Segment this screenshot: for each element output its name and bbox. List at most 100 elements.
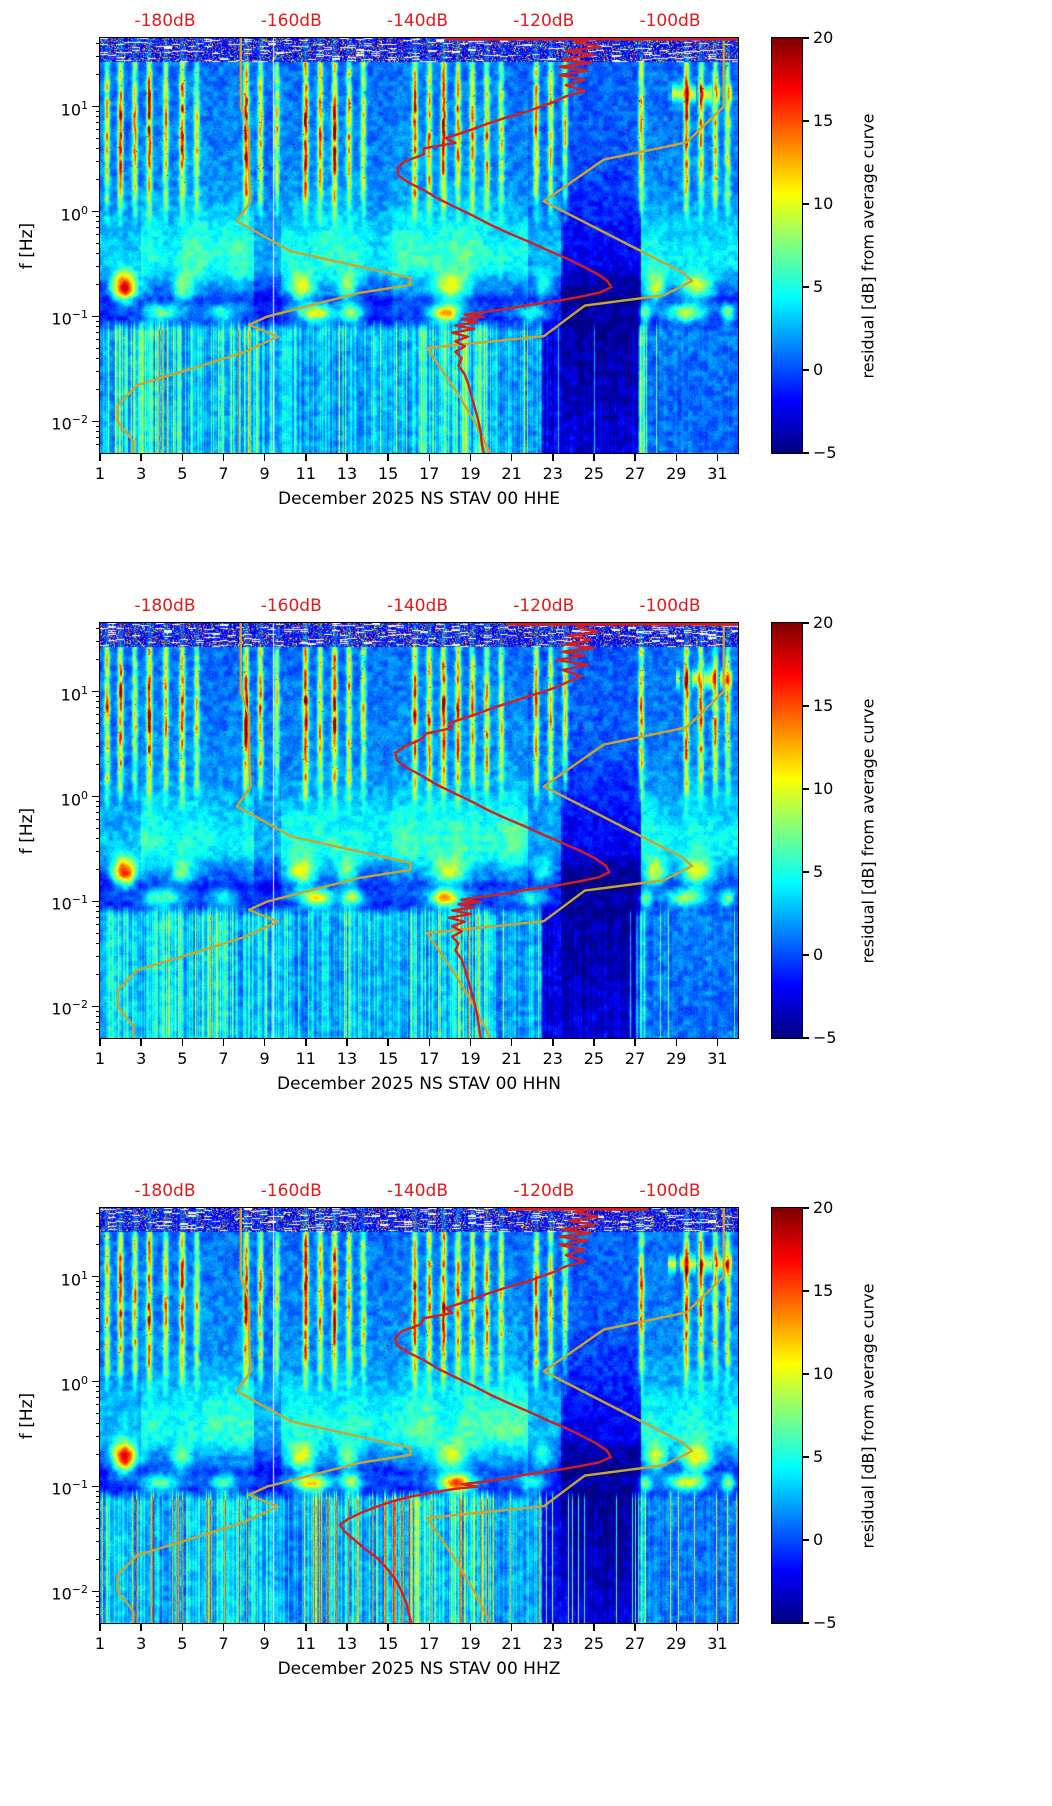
- y-minor-tick-mark: [96, 707, 100, 709]
- x-tick-mark: [469, 1624, 472, 1631]
- y-minor-tick-mark: [96, 701, 100, 703]
- colorbar-tick-mark: [803, 1373, 809, 1375]
- x-tick-label: 1: [94, 464, 106, 483]
- y-minor-tick-mark: [96, 1397, 100, 1399]
- y-minor-tick-mark: [96, 911, 100, 913]
- colorbar-gradient: [772, 1208, 802, 1623]
- x-tick-label: 7: [218, 464, 229, 483]
- top-db-tick-label: -160dB: [260, 11, 322, 31]
- y-minor-tick-mark: [96, 252, 100, 254]
- y-minor-tick-mark: [96, 1391, 100, 1393]
- y-minor-tick-mark: [96, 1607, 100, 1609]
- x-tick-label: 21: [501, 464, 522, 483]
- y-minor-tick-mark: [96, 812, 100, 814]
- x-tick-mark: [593, 1039, 595, 1046]
- y-tick-mark: [92, 105, 100, 108]
- x-tick-label: 7: [218, 1634, 229, 1653]
- y-minor-tick-mark: [96, 1540, 100, 1542]
- y-minor-tick-mark: [96, 326, 100, 328]
- y-minor-tick-mark: [96, 942, 100, 944]
- top-db-tick-label: -140dB: [386, 1181, 449, 1201]
- x-tick-label: 13: [336, 464, 358, 483]
- top-db-tick-label: -100dB: [639, 596, 701, 616]
- x-tick-mark: [716, 1039, 719, 1046]
- y-minor-tick-mark: [96, 234, 100, 236]
- x-axis-label: December 2025 NS STAV 00 HHE: [278, 489, 560, 509]
- x-tick-label: 9: [259, 464, 270, 483]
- y-minor-tick-mark: [96, 1559, 100, 1561]
- y-minor-tick-mark: [96, 1509, 100, 1511]
- colorbar-tick-label: 15: [813, 1281, 834, 1300]
- x-tick-label: 23: [542, 464, 563, 483]
- top-db-tick-label: -140dB: [386, 596, 449, 616]
- x-tick-label: 5: [177, 1049, 188, 1068]
- y-minor-tick-mark: [96, 339, 100, 341]
- x-tick-mark: [675, 454, 677, 461]
- y-minor-tick-mark: [96, 714, 100, 716]
- x-tick-label: 17: [419, 1634, 440, 1653]
- x-tick-mark: [387, 454, 389, 461]
- y-minor-tick-mark: [96, 1595, 100, 1597]
- x-tick-label: 5: [177, 1634, 188, 1653]
- top-db-tick-label: -180dB: [134, 1181, 196, 1201]
- y-minor-tick-mark: [96, 974, 100, 976]
- y-minor-tick-mark: [96, 215, 100, 217]
- colorbar-tick-mark: [803, 286, 809, 288]
- x-tick-mark: [140, 1624, 142, 1631]
- colorbar-tick-mark: [803, 120, 809, 122]
- x-tick-label: 31: [707, 1634, 728, 1653]
- y-minor-tick-mark: [96, 627, 100, 629]
- colorbar-tick-label: −5: [813, 1028, 837, 1047]
- y-minor-tick-mark: [96, 1029, 100, 1031]
- y-minor-tick-mark: [96, 905, 100, 907]
- y-minor-tick-mark: [96, 745, 100, 747]
- y-minor-tick-mark: [96, 370, 100, 372]
- y-minor-tick-mark: [96, 806, 100, 808]
- x-tick-mark: [263, 1624, 266, 1631]
- y-tick-label: 100: [60, 788, 88, 809]
- x-tick-mark: [140, 1039, 142, 1046]
- spectrogram-canvas: [100, 1208, 738, 1623]
- y-minor-tick-mark: [96, 55, 100, 57]
- x-tick-mark: [387, 1624, 389, 1631]
- x-tick-label: 13: [336, 1634, 358, 1653]
- x-tick-label: 9: [259, 1634, 270, 1653]
- y-minor-tick-mark: [96, 1422, 100, 1424]
- y-minor-tick-mark: [96, 1496, 100, 1498]
- x-tick-label: 27: [624, 1634, 646, 1653]
- x-tick-label: 25: [583, 1634, 605, 1653]
- x-tick-mark: [222, 1039, 225, 1046]
- colorbar-tick-mark: [803, 452, 809, 454]
- x-tick-mark: [634, 454, 636, 461]
- x-tick-label: 17: [419, 1049, 440, 1068]
- colorbar-tick-label: 0: [813, 360, 824, 379]
- colorbar-tick-mark: [803, 705, 809, 707]
- colorbar-tick-label: 5: [813, 862, 824, 881]
- top-db-tick-label: -140dB: [386, 11, 449, 31]
- y-minor-tick-mark: [96, 1244, 100, 1246]
- y-tick-mark: [92, 1590, 100, 1593]
- y-minor-tick-mark: [96, 764, 100, 766]
- y-tick-label: 10−2: [51, 413, 88, 434]
- y-minor-tick-mark: [96, 320, 100, 322]
- x-tick-mark: [305, 454, 307, 461]
- y-minor-tick-mark: [96, 827, 100, 829]
- x-tick-mark: [181, 1624, 184, 1631]
- y-minor-tick-mark: [96, 1527, 100, 1529]
- x-tick-label: 21: [501, 1049, 522, 1068]
- y-tick-label: 101: [60, 683, 88, 704]
- x-tick-label: 31: [707, 1049, 728, 1068]
- x-tick-label: 25: [583, 464, 605, 483]
- colorbar-tick-mark: [803, 1456, 809, 1458]
- y-minor-tick-mark: [96, 425, 100, 427]
- y-tick-mark: [92, 690, 100, 693]
- y-minor-tick-mark: [96, 284, 100, 286]
- y-minor-tick-mark: [96, 1307, 100, 1309]
- x-tick-label: 1: [94, 1049, 106, 1068]
- x-tick-mark: [181, 1039, 184, 1046]
- x-tick-mark: [675, 1624, 677, 1631]
- top-db-tick-label: -180dB: [134, 11, 196, 31]
- y-axis-label: f [Hz]: [17, 1392, 37, 1439]
- y-minor-tick-mark: [96, 1280, 100, 1282]
